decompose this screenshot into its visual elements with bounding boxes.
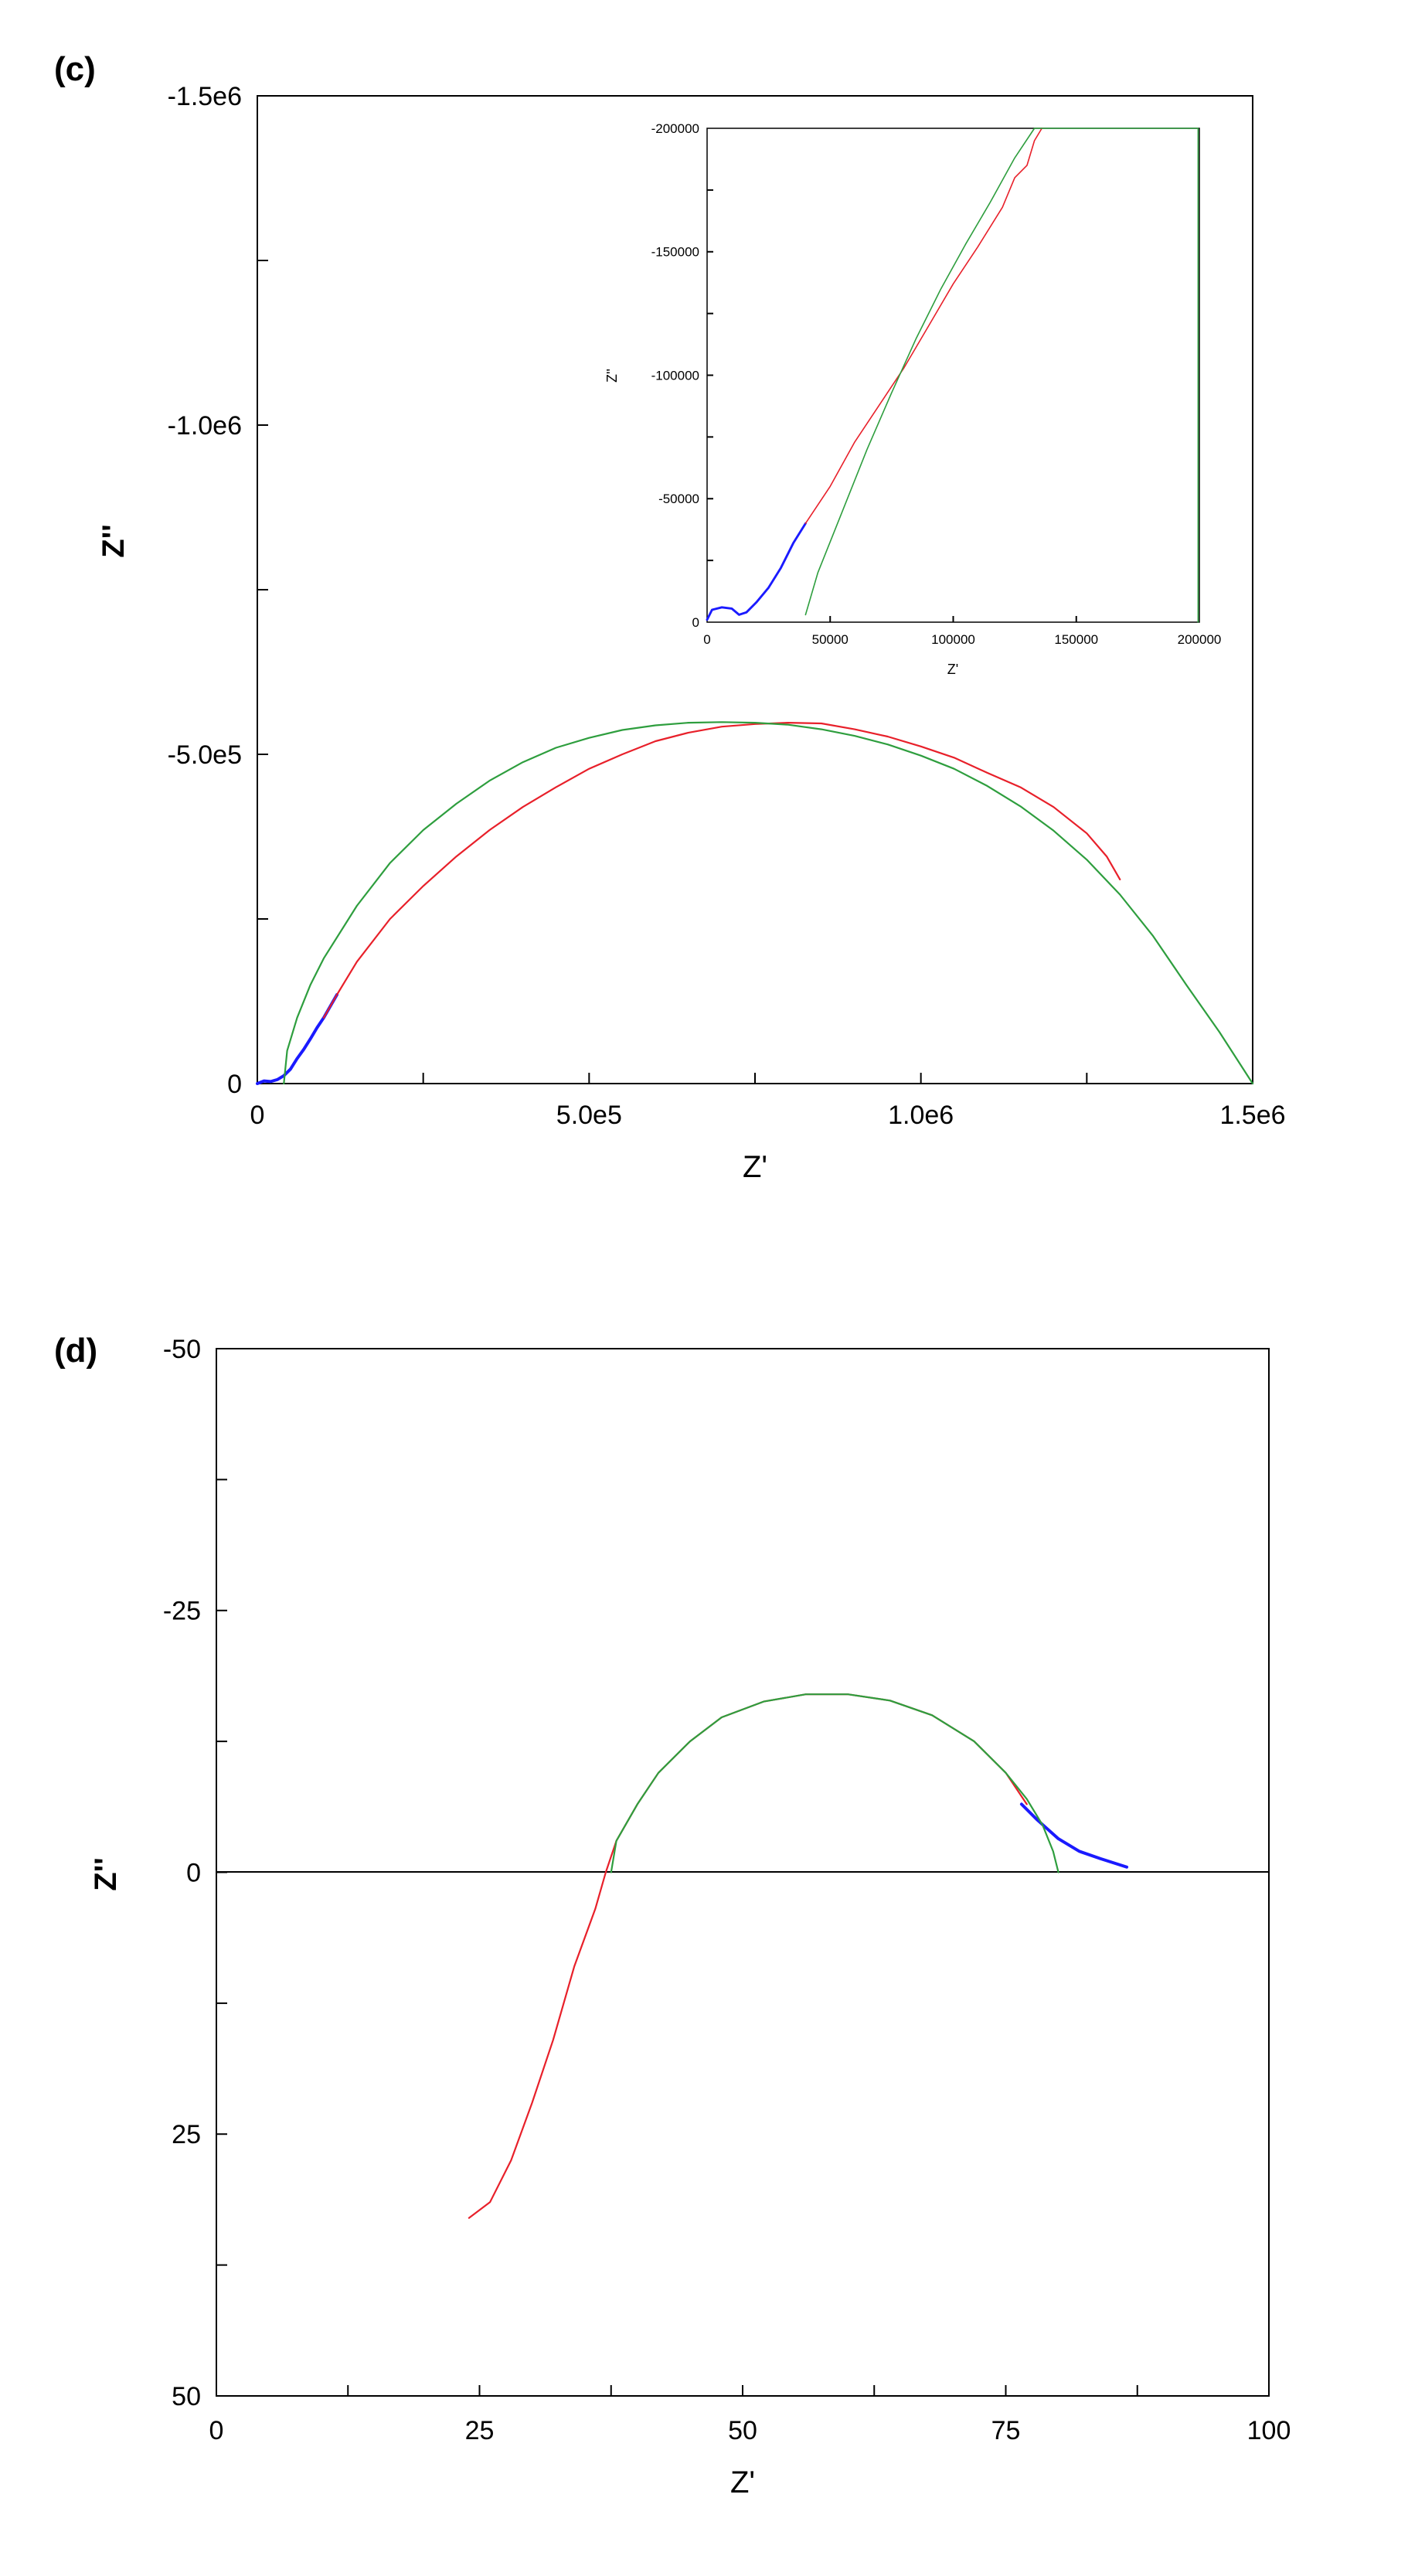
inset-y-tick-label: 0 — [692, 615, 699, 630]
panel-c-series-blue-line — [256, 993, 338, 1085]
panel-c-x-tick-label: 1.0e6 — [888, 1101, 954, 1130]
inset-x-tick-label: 0 — [703, 632, 710, 647]
panel-d-series-green-line — [610, 1693, 1059, 1873]
inset-series-blue-line — [706, 522, 807, 621]
inset-series-red-line — [804, 128, 1042, 524]
panel-c-y-tick-label: -1.0e6 — [168, 411, 242, 441]
panel-c-label: (c) — [54, 50, 96, 88]
panel-d-x-axis-title: Z' — [730, 2465, 755, 2499]
inset-x-axis-title: Z' — [947, 662, 958, 677]
inset-x-tick-label: 200000 — [1178, 632, 1222, 647]
panel-d-label: (d) — [54, 1332, 97, 1370]
panel-c-series-red-line — [322, 722, 1121, 1019]
panel-c-y-axis-title: Z'' — [97, 524, 131, 557]
panel-c: (c) 0 5.0e5 1.0e6 1.5e60-5.0e5-1.0e6-1.5e6 … — [54, 50, 1286, 1184]
inset-plot-frame — [706, 128, 1200, 623]
panel-c-x-axis-title: Z' — [743, 1150, 767, 1184]
panel-d-x-tick-label: 0 — [209, 2416, 224, 2445]
panel-c-x-tick-label: 1.5e6 — [1219, 1101, 1285, 1130]
panel-d-x-tick-label: 50 — [728, 2416, 757, 2445]
panel-d-x-tick-label: 25 — [465, 2416, 495, 2445]
inset-y-axis-title: Z'' — [604, 369, 620, 383]
panel-c-y-tick-label: -1.5e6 — [168, 82, 242, 111]
inset-series — [706, 128, 1199, 623]
inset-y-tick-label: -50000 — [658, 492, 699, 506]
inset-x-tick-label: 150000 — [1054, 632, 1098, 647]
panel-d-y-axis-title: Z'' — [89, 1857, 123, 1890]
panel-c-series — [256, 721, 1254, 1085]
panel-d-x-tick-label: 75 — [991, 2416, 1021, 2445]
panel-d-series-red-line — [468, 1693, 1028, 2219]
panel-c-y-tick-label: 0 — [227, 1070, 242, 1099]
panel-d-y-tick-label: 0 — [186, 1858, 201, 1887]
panel-d-x-tick-label: 100 — [1247, 2416, 1291, 2445]
panel-c-x-tick-label: 0 — [250, 1101, 265, 1130]
panel-d-ticks: 0 25 50 75 100 -50 -25 0 25 50 — [163, 1335, 1291, 2445]
panel-c-x-tick-label: 5.0e5 — [556, 1101, 622, 1130]
panel-d-y-tick-label: 25 — [172, 2120, 201, 2149]
inset-ticks: 0 50000 100000 150000 200000 0 -50000 -100000 -1… — [651, 121, 1222, 647]
panel-d-y-tick-label: 50 — [172, 2382, 201, 2411]
panel-c-series-green-line — [283, 721, 1254, 1085]
inset-x-tick-label: 100000 — [931, 632, 975, 647]
inset-y-tick-label: -150000 — [651, 245, 699, 260]
panel-d-series-blue-line — [1019, 1802, 1129, 1869]
panel-c-plot-frame — [257, 95, 1253, 1084]
panel-d-y-tick-label: -50 — [163, 1335, 201, 1364]
panel-d-y-tick-label: -25 — [163, 1597, 201, 1626]
inset-y-tick-label: -100000 — [651, 368, 699, 383]
inset-y-tick-label: -200000 — [651, 121, 699, 136]
panel-d-series — [468, 1693, 1129, 2219]
panel-c-y-tick-label: -5.0e5 — [168, 740, 242, 770]
inset-x-tick-label: 50000 — [812, 632, 849, 647]
inset-series-green-line — [804, 128, 1199, 623]
panel-c-inset: 0 50000 100000 150000 200000 0 -50000 -100000 -1… — [604, 121, 1221, 677]
panel-d: (d) 0 25 50 75 100 -50 -25 0 25 50 Z' Z'' — [54, 1332, 1291, 2499]
panel-c-ticks: 0 5.0e5 1.0e6 1.5e6 0 -5.0e5 -1.0e6 -1.5e6 — [168, 82, 1286, 1130]
